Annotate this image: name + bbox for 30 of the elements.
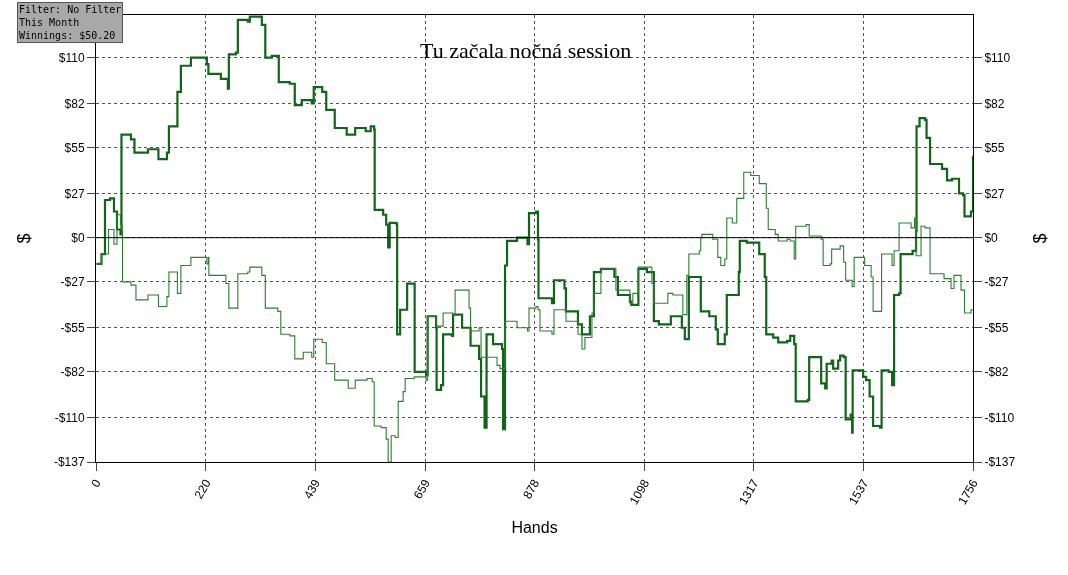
y-tick-label: $27	[64, 186, 85, 201]
y-tick-label: -$27	[60, 275, 85, 290]
x-tick-label: 0	[88, 476, 104, 490]
x-tick-label: 220	[191, 476, 214, 502]
annotation: Tu začala nočná session	[420, 38, 632, 63]
y-axis-title: $	[14, 233, 35, 244]
y2-tick-label: -$55	[984, 320, 1009, 335]
y2-tick-label: -$137	[984, 455, 1016, 470]
y-tick-label: -$110	[54, 410, 85, 425]
y2-tick-label: $55	[984, 140, 1005, 155]
y2-tick-label: $110	[984, 50, 1011, 65]
annotation: Filter: No Filter This Month Winnings: $50.20	[19, 4, 122, 41]
x-tick-label: 439	[300, 476, 324, 502]
y-tick-label: -$82	[60, 365, 85, 380]
y-tick-label: -$55	[60, 320, 85, 335]
y2-tick-label: -$82	[984, 365, 1009, 380]
x-tick-label: 878	[520, 476, 543, 502]
y2-tick-label: $27	[984, 186, 1005, 201]
y-tick-label: $55	[64, 140, 85, 155]
x-axis-title: Hands	[511, 518, 558, 536]
y2-tick-label: $0	[984, 230, 999, 245]
y2-tick-label: -$110	[984, 410, 1015, 425]
x-tick-label: 659	[410, 476, 434, 502]
y2-tick-label: $82	[984, 96, 1005, 111]
y2-tick-label: -$27	[984, 275, 1009, 290]
y2-axis-title: $	[1029, 233, 1050, 244]
y-tick-label: $0	[71, 230, 85, 245]
y-tick-label: $82	[64, 96, 85, 111]
y-tick-label: -$137	[53, 455, 85, 470]
y-tick-label: $110	[58, 50, 85, 65]
